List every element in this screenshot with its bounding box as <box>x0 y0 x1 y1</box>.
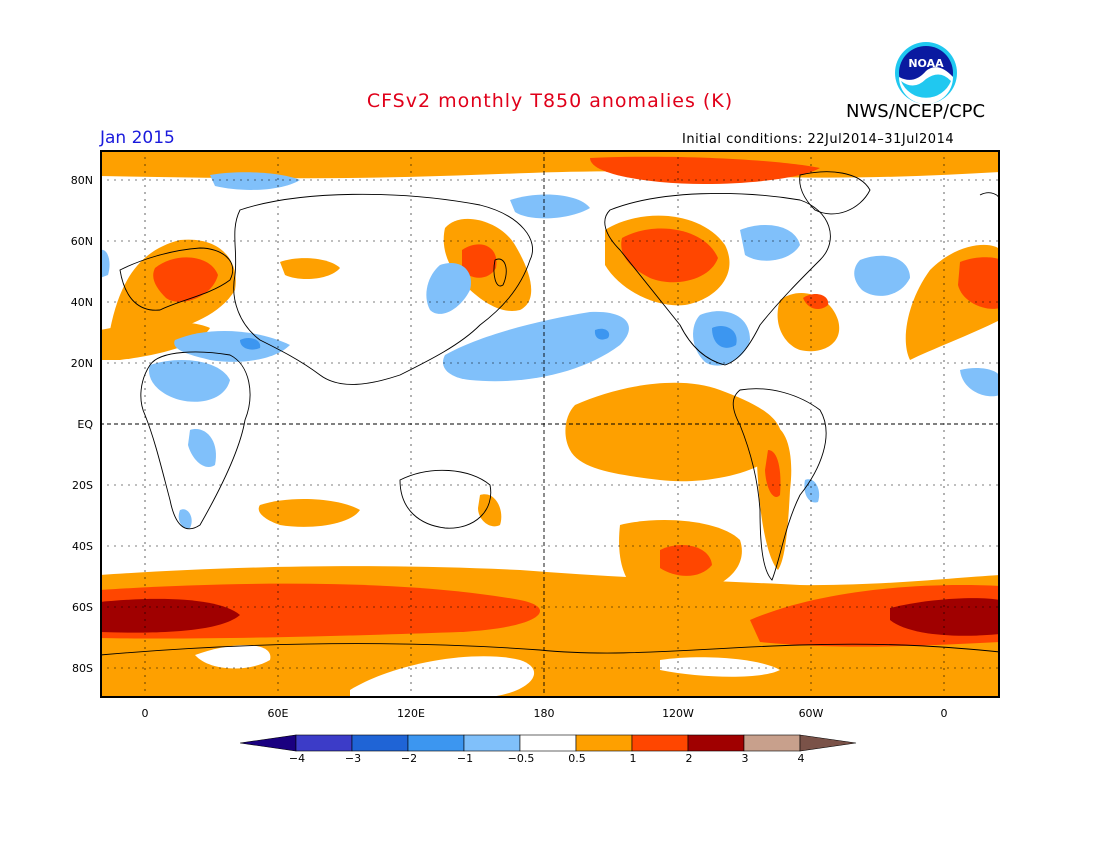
lat-label-eq: EQ <box>77 418 93 431</box>
anomaly-southeast-pacific-red <box>660 545 712 576</box>
anomaly-n-atlantic-subtrop-orange <box>100 322 210 360</box>
anomaly-arabia-blue-core <box>240 337 261 350</box>
anomaly-nw-pacific-orange <box>280 258 340 280</box>
anomaly-antarctic-white-2 <box>350 656 535 698</box>
anomaly-n-pacific-blue-core <box>594 328 610 340</box>
noaa-logo-icon: NOAA <box>895 42 957 104</box>
lon-label-60w: 60W <box>798 707 824 720</box>
colorbar-swatch <box>519 734 577 752</box>
lat-label-20s: 20S <box>72 479 93 492</box>
lat-label-80n: 80N <box>70 174 93 187</box>
map-frame <box>100 150 1000 698</box>
colorbar-swatch <box>240 734 297 752</box>
lon-label-120w: 120W <box>662 707 694 720</box>
anomaly-e-atlantic-blue <box>960 367 1000 397</box>
lat-label-40n: 40N <box>70 296 93 309</box>
anomaly-arabia-blue <box>174 330 290 362</box>
colorbar-swatch <box>575 734 633 752</box>
lon-label-120e: 120E <box>397 707 425 720</box>
colorbar-label: −3 <box>344 752 362 765</box>
lon-label-180: 180 <box>533 707 555 720</box>
colorbar-swatch <box>799 734 857 752</box>
colorbar-label: −0.5 <box>507 752 535 765</box>
colorbar-swatch <box>743 734 801 752</box>
anomaly-north-pacific-blue <box>442 311 629 382</box>
anomaly-arctic-blue-2 <box>510 194 590 219</box>
anomaly-atlantic-red <box>803 294 829 310</box>
colorbar-label: 0.5 <box>568 752 586 765</box>
lon-label-60e: 60E <box>267 707 289 720</box>
anomaly-antarctic-white-3 <box>660 657 780 677</box>
anomaly-darkred-east <box>890 598 1000 636</box>
colorbar-label: −2 <box>400 752 418 765</box>
anomaly-sw-africa-blue <box>178 509 192 529</box>
lat-label-60n: 60N <box>70 235 93 248</box>
anomaly-south-america-red <box>765 450 781 498</box>
colorbar-swatch <box>687 734 745 752</box>
anomaly-w-europe-blue <box>100 249 110 278</box>
anomaly-darkred-west <box>100 598 240 633</box>
colorbar-label: 4 <box>797 752 805 765</box>
anomaly-europe-red <box>153 257 218 302</box>
colorbar-swatch <box>463 734 521 752</box>
logo-text: NOAA <box>908 57 944 70</box>
anomaly-australia-orange <box>478 494 502 527</box>
colorbar-swatch <box>407 734 465 752</box>
map-title: CFSv2 monthly T850 anomalies (K) <box>366 90 734 112</box>
anomaly-southern-indian-orange <box>258 498 360 527</box>
anomaly-europe-east-red <box>958 257 1000 309</box>
lat-label-20n: 20N <box>70 357 93 370</box>
anomaly-hudson-blue <box>740 225 800 261</box>
lon-label-0-west: 0 <box>141 707 149 720</box>
anomaly-africa-blue <box>149 360 230 402</box>
anomaly-map <box>100 150 1000 698</box>
coastlines <box>100 171 1000 656</box>
colorbar-label: 2 <box>685 752 693 765</box>
forecast-month: Jan 2015 <box>100 128 175 148</box>
anomaly-alaska-red <box>621 228 718 283</box>
anomaly-east-africa-blue <box>188 429 216 468</box>
lon-label-0-east: 0 <box>940 707 948 720</box>
colorbar-swatch <box>295 734 353 752</box>
lat-label-60s: 60S <box>72 601 93 614</box>
lat-label-80s: 80S <box>72 662 93 675</box>
anomaly-arctic-red <box>590 156 820 185</box>
colorbar <box>240 734 857 752</box>
agency-label: NWS/NCEP/CPC <box>846 101 986 122</box>
anomaly-siberia-blue <box>210 172 300 190</box>
anomaly-south-america-orange <box>756 424 792 570</box>
colorbar-label: 1 <box>629 752 637 765</box>
colorbar-swatch <box>631 734 689 752</box>
graticule <box>100 150 1000 698</box>
anomaly-nwpac-blue <box>426 262 471 314</box>
map-canvas <box>100 150 1000 698</box>
colorbar-swatch <box>351 734 409 752</box>
anomaly-mexico-blue-core <box>712 325 737 348</box>
anomaly-tropical-pacific-orange <box>565 382 782 482</box>
colorbar-label: −1 <box>456 752 474 765</box>
anomaly-n-atlantic-blue <box>854 255 910 296</box>
anomaly-neasia-red <box>462 244 497 278</box>
initial-conditions: Initial conditions: 22Jul2014–31Jul2014 <box>682 132 955 147</box>
lat-label-40s: 40S <box>72 540 93 553</box>
colorbar-label: 3 <box>741 752 749 765</box>
anomaly-antarctic-white-1 <box>195 645 271 669</box>
colorbar-label: −4 <box>288 752 306 765</box>
